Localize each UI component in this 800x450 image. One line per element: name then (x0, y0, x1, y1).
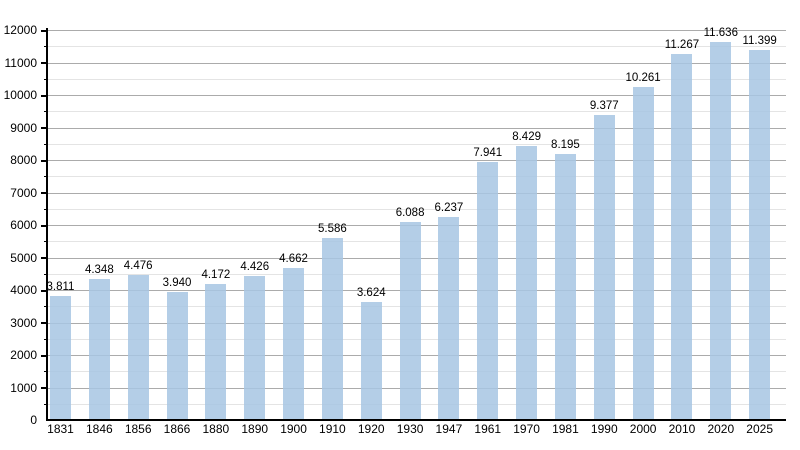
bar (321, 238, 343, 420)
y-axis-major-tick (41, 62, 48, 64)
bar-value-label: 8.195 (551, 138, 580, 151)
bar (710, 41, 732, 420)
bar-value-label: 4.476 (123, 259, 153, 272)
y-axis-tick-label: 8000 (10, 153, 37, 167)
bar-value-label: 10.261 (625, 71, 661, 84)
x-axis-tick-label: 1856 (124, 422, 152, 436)
bar-value-label: 3.940 (162, 276, 192, 289)
y-axis-tick-label: 0 (30, 413, 37, 427)
bar (127, 274, 149, 420)
bar (399, 222, 421, 420)
bar-value-label: 8.429 (512, 131, 541, 144)
x-axis-tick-label: 1947 (435, 422, 463, 436)
y-axis-major-tick (41, 289, 48, 292)
y-axis-tick-label: 3000 (10, 315, 37, 330)
bar-value-label: 4.172 (201, 269, 231, 282)
y-axis-tick-label: 12000 (3, 23, 37, 37)
x-axis-tick-label: 1831 (47, 422, 74, 436)
x-axis-tick-label: 1890 (241, 422, 269, 436)
x-axis-tick-label: 2010 (668, 422, 696, 436)
x-axis-tick-label: 1900 (280, 422, 307, 436)
x-axis-tick-label: 1880 (202, 422, 230, 436)
x-axis-line (46, 419, 786, 421)
bar-value-label: 3.624 (356, 287, 386, 300)
y-axis-major-tick (41, 94, 48, 97)
x-axis-tick-label: 1990 (590, 422, 618, 436)
y-axis-major-tick (41, 224, 48, 227)
bar (50, 296, 71, 420)
bar-value-label: 4.662 (279, 253, 308, 266)
y-axis-tick-label: 6000 (10, 218, 37, 232)
y-axis-major-tick (41, 257, 48, 259)
bar (283, 268, 305, 420)
bar (244, 276, 266, 420)
bar-value-label: 3.811 (46, 281, 75, 294)
bar-value-label: 7.941 (473, 146, 503, 159)
x-axis-tick-label: 1970 (513, 422, 540, 436)
y-axis-major-tick (41, 29, 48, 32)
bar-value-label: 11.267 (664, 38, 700, 51)
y-axis-tick-label: 1000 (10, 380, 37, 395)
y-axis-tick-label: 2000 (10, 348, 37, 362)
gridline-major (48, 30, 786, 31)
y-axis-tick-label: 9000 (10, 120, 37, 135)
bar (166, 291, 188, 420)
y-axis-line (46, 28, 48, 421)
y-axis-major-tick (41, 354, 48, 357)
bar (632, 86, 654, 420)
bar (554, 153, 576, 420)
bar-value-label: 4.348 (84, 263, 114, 276)
x-axis-tick-label: 1910 (319, 422, 346, 436)
y-axis-major-tick (41, 192, 48, 194)
bar (88, 278, 110, 420)
y-axis-tick-label: 11000 (4, 55, 37, 70)
bar-value-label: 4.426 (240, 261, 270, 274)
y-axis-major-tick (41, 127, 48, 129)
x-axis-tick-label: 1920 (357, 422, 385, 436)
bar (477, 161, 499, 420)
bar-value-label: 11.399 (742, 34, 777, 47)
y-axis-tick-label: 7000 (10, 185, 37, 200)
bar (516, 146, 538, 420)
x-axis-tick-label: 1961 (474, 422, 502, 436)
bar-value-label: 6.237 (434, 202, 464, 215)
x-axis-tick-label: 1981 (552, 422, 579, 436)
bar-value-label: 6.088 (395, 207, 425, 220)
bar (671, 53, 693, 420)
bar-value-label: 9.377 (589, 100, 619, 113)
y-axis-tick-label: 5000 (10, 250, 37, 265)
x-axis-tick-label: 2020 (707, 422, 735, 436)
bar (438, 217, 460, 420)
bar (749, 49, 771, 420)
x-axis-tick-label: 1846 (85, 422, 113, 436)
bar (205, 284, 227, 420)
bar (360, 302, 382, 420)
bar-value-label: 5.586 (318, 223, 347, 236)
y-axis-tick-label: 10000 (3, 88, 37, 102)
y-axis-tick-label: 4000 (10, 283, 37, 297)
bar-value-label: 11.636 (703, 26, 738, 39)
x-axis-tick-label: 1866 (163, 422, 191, 436)
y-axis-major-tick (41, 322, 48, 324)
y-axis-major-tick (41, 387, 48, 389)
x-axis-tick-label: 1930 (396, 422, 424, 436)
x-axis-tick-label: 2000 (629, 422, 657, 436)
bar (593, 115, 615, 420)
x-axis-tick-label: 2025 (746, 422, 773, 436)
y-axis-major-tick (41, 159, 48, 162)
